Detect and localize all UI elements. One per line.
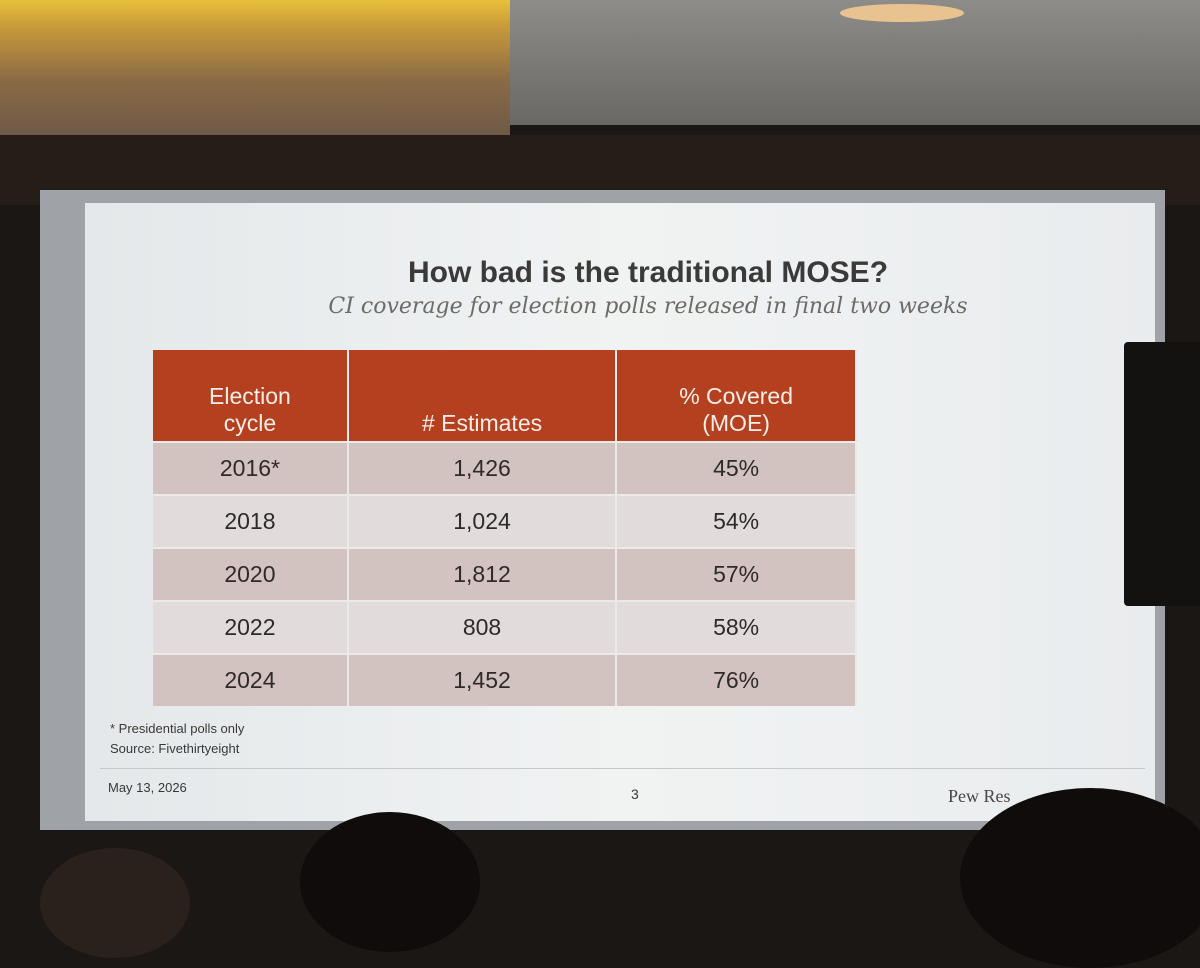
table-cell: 76% <box>616 653 857 706</box>
table-cell: 57% <box>616 547 857 601</box>
table-cell: 2024 <box>153 653 349 706</box>
source: Source: Fivethirtyeight <box>110 741 240 756</box>
footnote: * Presidential polls only <box>110 721 245 736</box>
table-row: 2022 808 58% <box>153 600 857 654</box>
audience-head <box>300 812 480 952</box>
column-header: Election cycle <box>153 350 349 442</box>
data-table: Election cycle # Estimates % Covered (MOE)… <box>153 350 857 706</box>
column-header: % Covered (MOE) <box>616 350 857 442</box>
table-cell: 58% <box>616 600 857 654</box>
column-header-text: % Covered (MOE) <box>679 383 793 436</box>
table-cell: 1,452 <box>347 653 618 706</box>
table-row: 2024 1,452 76% <box>153 653 857 706</box>
column-header-text: Election cycle <box>209 383 291 436</box>
table-row: 2016* 1,426 45% <box>153 441 857 495</box>
table-cell: 2018 <box>153 494 349 548</box>
date: May 13, 2026 <box>108 780 187 795</box>
table-row: 2018 1,024 54% <box>153 494 857 548</box>
subtitle: CI coverage for election polls released … <box>328 294 968 319</box>
table-cell: 1,024 <box>347 494 618 548</box>
speaker <box>1124 342 1200 606</box>
table-cell: 2022 <box>153 600 349 654</box>
ceiling-light <box>0 0 510 135</box>
page-number: 3 <box>631 786 639 802</box>
table-cell: 54% <box>616 494 857 548</box>
table-body: 2016* 1,426 45% 2018 1,024 54% 2020 1,812 57% 202… <box>153 441 857 706</box>
table-cell: 1,426 <box>347 441 618 495</box>
title: How bad is the traditional MOSE? <box>407 256 889 289</box>
table-cell: 808 <box>347 600 618 654</box>
table-cell: 45% <box>616 441 857 495</box>
table-cell: 2020 <box>153 547 349 601</box>
column-header-text: # Estimates <box>421 410 543 436</box>
audience-head <box>40 848 190 958</box>
table-cell: 2016* <box>153 441 349 495</box>
header-row: Election cycle # Estimates % Covered (MOE) <box>153 350 857 442</box>
ceiling <box>510 0 1200 125</box>
lamp <box>840 4 964 22</box>
table-row: 2020 1,812 57% <box>153 547 857 601</box>
table-cell: 1,812 <box>347 547 618 601</box>
logo: Pew Res <box>948 786 1011 806</box>
audience-head <box>960 788 1200 968</box>
footer-rule <box>100 768 1145 769</box>
column-header: # Estimates <box>347 350 618 442</box>
